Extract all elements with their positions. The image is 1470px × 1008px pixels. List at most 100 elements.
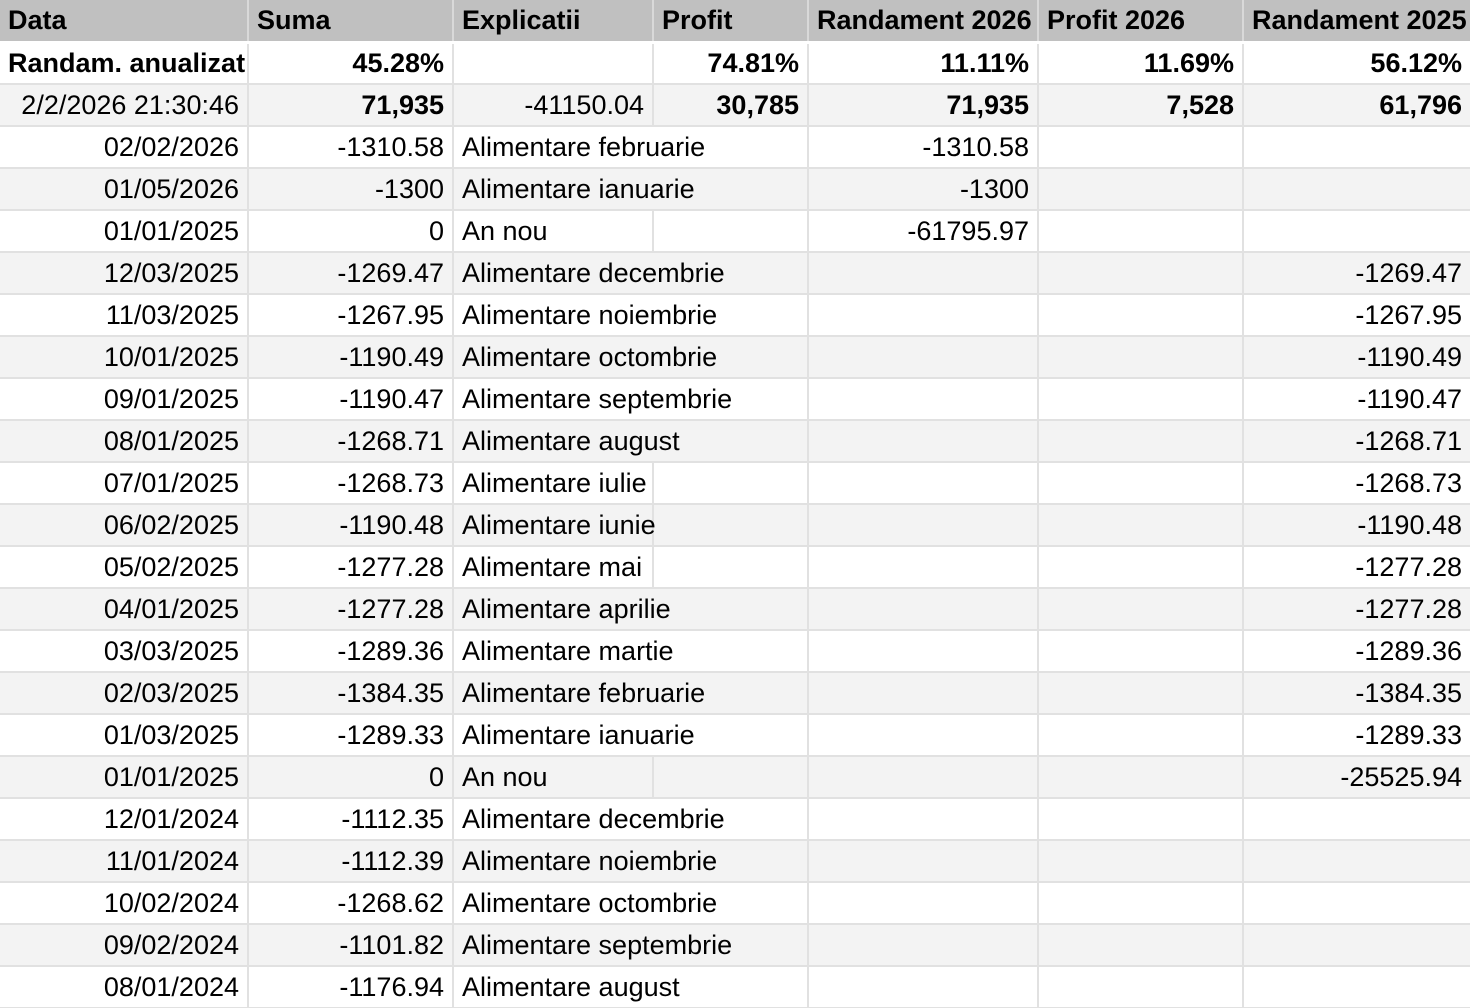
cell[interactable]: -1190.47: [248, 378, 454, 421]
cell[interactable]: [808, 588, 1039, 631]
cell[interactable]: [1038, 798, 1244, 841]
cell[interactable]: Alimentare octombrie: [453, 882, 717, 925]
cell[interactable]: [1243, 126, 1470, 169]
cell[interactable]: [653, 546, 809, 589]
cell[interactable]: [808, 420, 1039, 463]
cell[interactable]: 03/03/2025: [0, 630, 249, 673]
cell[interactable]: 04/01/2025: [0, 588, 249, 631]
cell[interactable]: [808, 840, 1039, 883]
cell[interactable]: [653, 630, 809, 673]
cell[interactable]: 71,935: [808, 84, 1039, 127]
column-header-suma[interactable]: Suma: [248, 0, 454, 44]
column-header-randament-2026[interactable]: Randament 2026: [808, 0, 1039, 44]
cell[interactable]: -1289.36: [1243, 630, 1470, 673]
cell[interactable]: [1038, 420, 1244, 463]
cell[interactable]: [1038, 378, 1244, 421]
cell[interactable]: 71,935: [248, 84, 454, 127]
cell[interactable]: [653, 588, 809, 631]
cell[interactable]: -1268.71: [1243, 420, 1470, 463]
cell[interactable]: 09/02/2024: [0, 924, 249, 967]
cell[interactable]: [653, 378, 809, 421]
column-header-explicatii[interactable]: Explicatii: [453, 0, 654, 44]
cell[interactable]: 09/01/2025: [0, 378, 249, 421]
cell[interactable]: 11.69%: [1038, 42, 1244, 85]
cell[interactable]: [653, 798, 809, 841]
cell[interactable]: -1112.39: [248, 840, 454, 883]
cell[interactable]: -1277.28: [248, 546, 454, 589]
cell[interactable]: [653, 672, 809, 715]
cell[interactable]: [1243, 966, 1470, 1008]
cell[interactable]: [1038, 588, 1244, 631]
cell[interactable]: 07/01/2025: [0, 462, 249, 505]
cell[interactable]: [653, 924, 809, 967]
cell[interactable]: -41150.04: [453, 84, 654, 127]
cell[interactable]: [1038, 546, 1244, 589]
cell[interactable]: [653, 714, 809, 757]
cell[interactable]: -61795.97: [808, 210, 1039, 253]
cell[interactable]: [1038, 294, 1244, 337]
cell[interactable]: Alimentare septembrie: [453, 378, 732, 421]
cell[interactable]: -1190.49: [248, 336, 454, 379]
cell[interactable]: [1038, 168, 1244, 211]
cell[interactable]: -1310.58: [808, 126, 1039, 169]
cell[interactable]: -1190.48: [1243, 504, 1470, 547]
cell[interactable]: Alimentare ianuarie: [453, 168, 695, 211]
cell[interactable]: [808, 630, 1039, 673]
cell[interactable]: -1269.47: [1243, 252, 1470, 295]
cell[interactable]: Alimentare septembrie: [453, 924, 732, 967]
cell[interactable]: [808, 882, 1039, 925]
cell[interactable]: [808, 294, 1039, 337]
cell[interactable]: -1269.47: [248, 252, 454, 295]
cell[interactable]: [808, 504, 1039, 547]
cell[interactable]: [1038, 210, 1244, 253]
cell[interactable]: Alimentare decembrie: [453, 798, 725, 841]
cell[interactable]: 10/02/2024: [0, 882, 249, 925]
cell[interactable]: [653, 420, 809, 463]
cell[interactable]: Alimentare februarie: [453, 126, 705, 169]
cell[interactable]: [1038, 462, 1244, 505]
cell[interactable]: -1268.62: [248, 882, 454, 925]
cell[interactable]: An nou: [453, 756, 654, 799]
cell[interactable]: [1038, 714, 1244, 757]
cell[interactable]: 61,796: [1243, 84, 1470, 127]
cell[interactable]: 12/01/2024: [0, 798, 249, 841]
cell[interactable]: [1038, 840, 1244, 883]
cell[interactable]: [1038, 924, 1244, 967]
cell[interactable]: -1190.47: [1243, 378, 1470, 421]
cell[interactable]: -1267.95: [1243, 294, 1470, 337]
cell[interactable]: -1384.35: [248, 672, 454, 715]
cell[interactable]: [808, 924, 1039, 967]
cell[interactable]: 2/2/2026 21:30:46: [0, 84, 249, 127]
cell[interactable]: [653, 210, 809, 253]
cell[interactable]: Alimentare noiembrie: [453, 840, 717, 883]
cell[interactable]: [808, 672, 1039, 715]
cell[interactable]: [1038, 630, 1244, 673]
cell[interactable]: [808, 756, 1039, 799]
cell[interactable]: 12/03/2025: [0, 252, 249, 295]
cell[interactable]: -1267.95: [248, 294, 454, 337]
cell[interactable]: [653, 126, 809, 169]
cell[interactable]: 02/03/2025: [0, 672, 249, 715]
cell[interactable]: Alimentare mai: [453, 546, 654, 589]
cell[interactable]: [808, 798, 1039, 841]
cell[interactable]: 01/03/2025: [0, 714, 249, 757]
cell[interactable]: Alimentare iunie: [453, 504, 656, 547]
cell[interactable]: 10/01/2025: [0, 336, 249, 379]
cell[interactable]: 08/01/2025: [0, 420, 249, 463]
column-header-profit-2026[interactable]: Profit 2026: [1038, 0, 1244, 44]
cell[interactable]: -1289.33: [248, 714, 454, 757]
cell[interactable]: 05/02/2025: [0, 546, 249, 589]
cell[interactable]: -1310.58: [248, 126, 454, 169]
cell[interactable]: [653, 756, 809, 799]
cell[interactable]: 11/03/2025: [0, 294, 249, 337]
cell[interactable]: [653, 294, 809, 337]
cell[interactable]: -1176.94: [248, 966, 454, 1008]
cell[interactable]: [1243, 924, 1470, 967]
cell[interactable]: 01/01/2025: [0, 210, 249, 253]
cell[interactable]: -1101.82: [248, 924, 454, 967]
cell[interactable]: [653, 168, 809, 211]
cell[interactable]: Randam. anualizat: [0, 42, 249, 85]
cell[interactable]: [808, 966, 1039, 1008]
cell[interactable]: Alimentare decembrie: [453, 252, 725, 295]
cell[interactable]: [1243, 168, 1470, 211]
